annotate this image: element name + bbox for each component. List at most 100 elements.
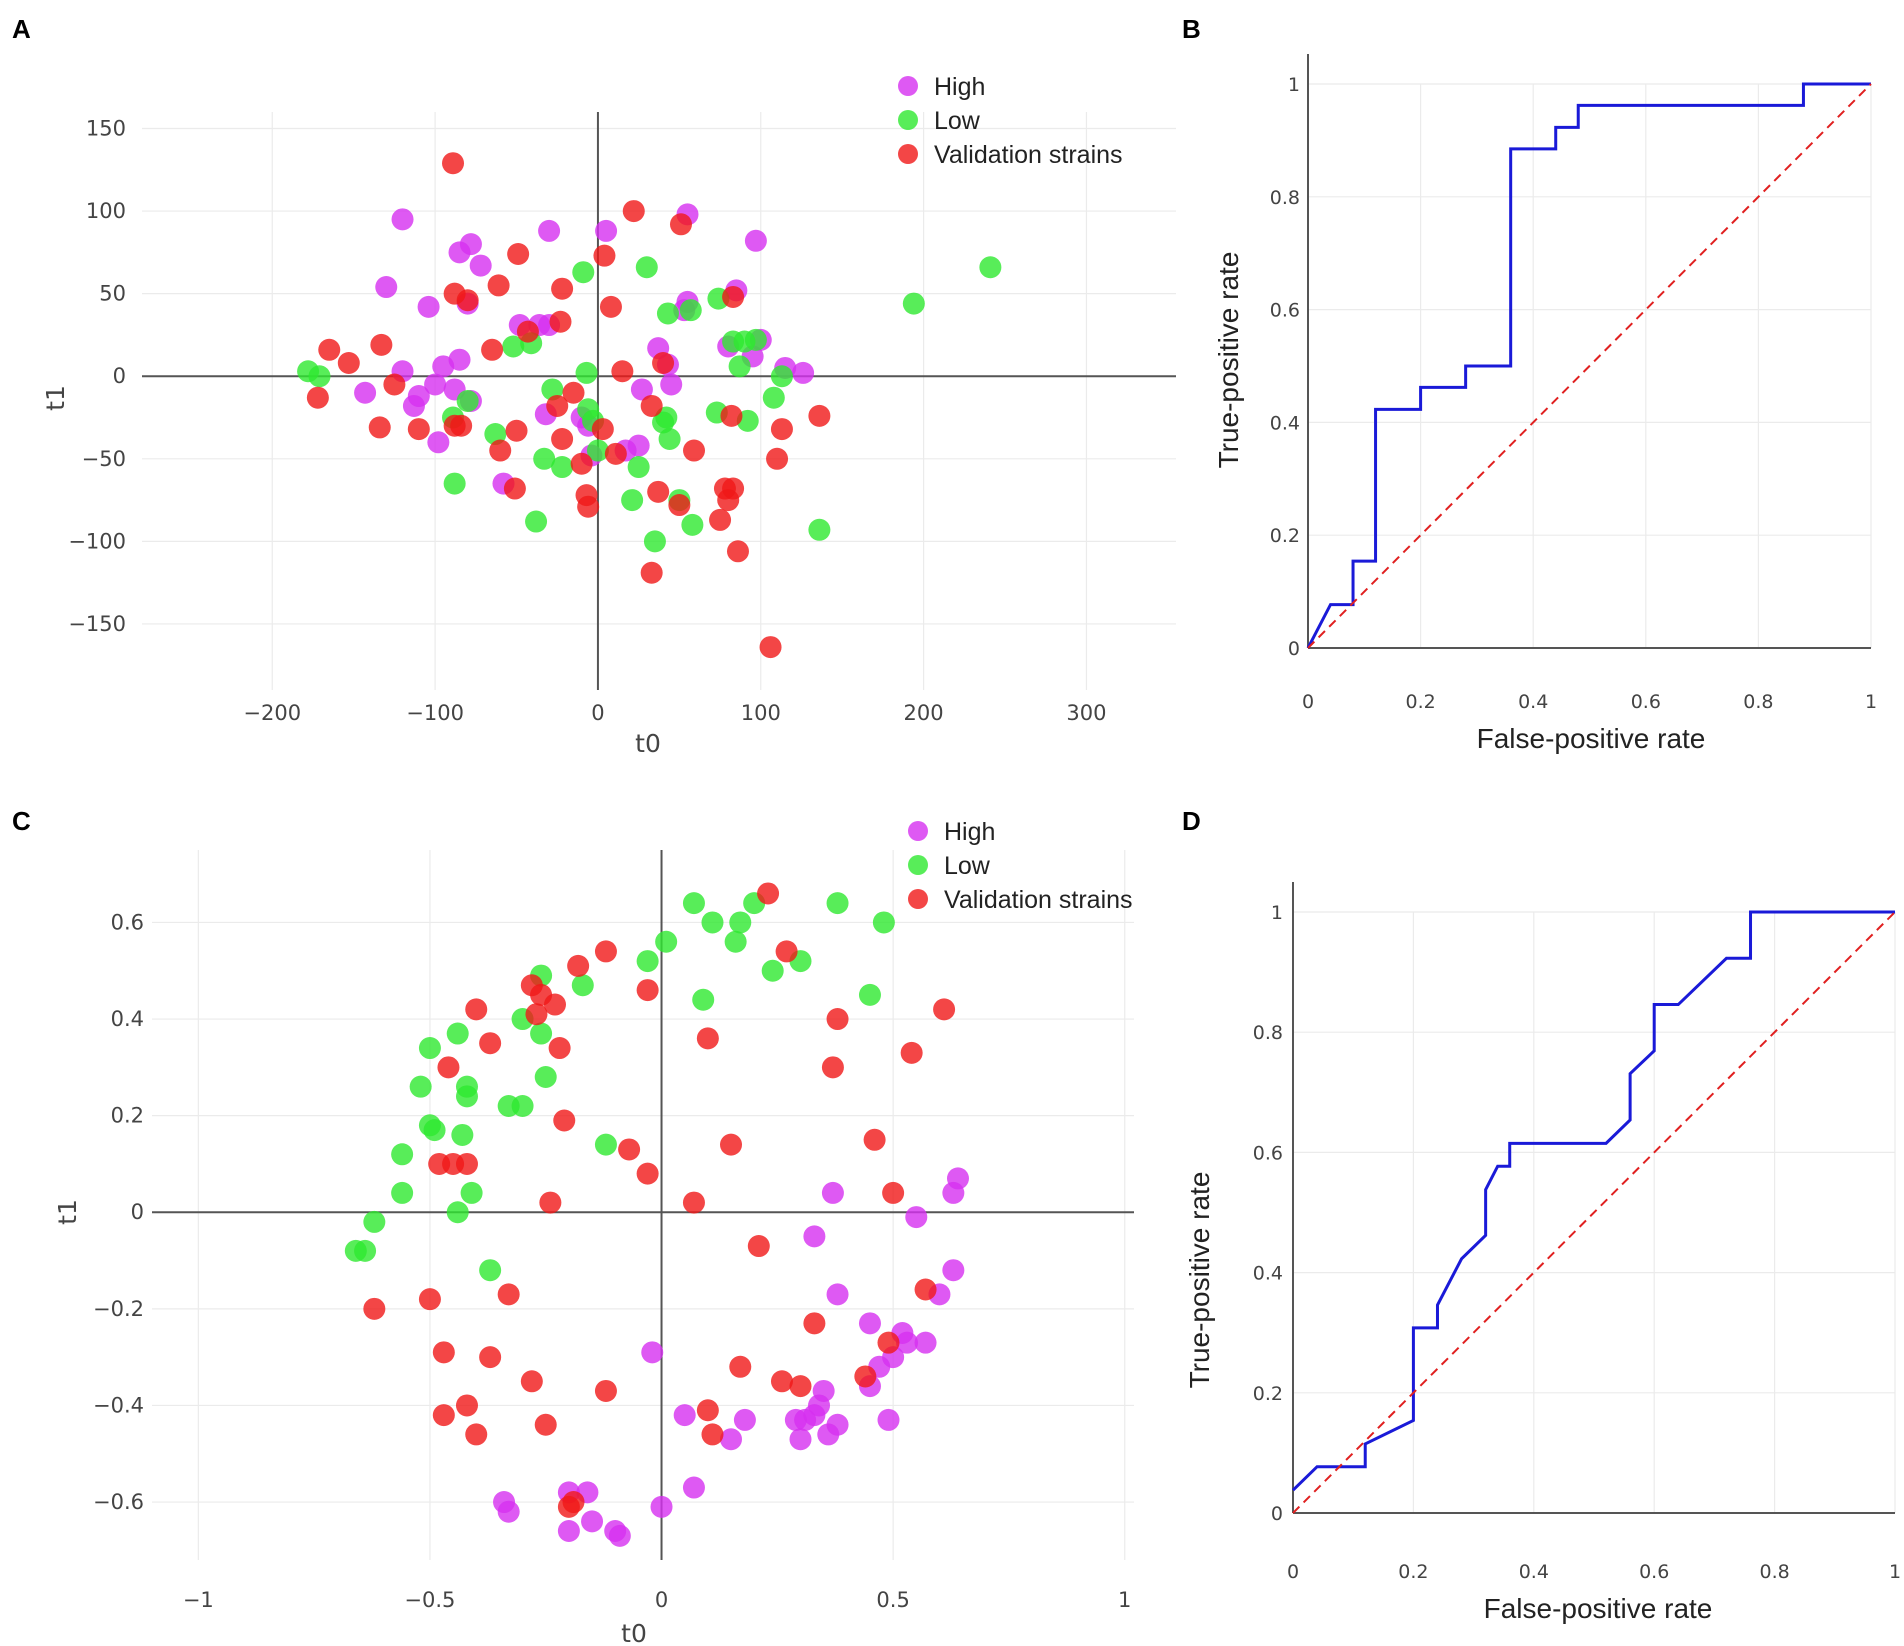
x-tick-label: 0.2 [1398,1561,1428,1583]
data-point-high [402,394,425,417]
data-point-high [424,373,447,396]
data-point-low [443,472,466,495]
data-point-validation-strains [647,480,670,503]
data-point-validation-strains [553,1109,576,1132]
data-point-low [451,1123,474,1146]
data-point-high [630,378,653,401]
panel-label-b: B [1182,14,1201,44]
data-point-validation-strains [562,381,585,404]
data-point-validation-strains [497,1283,520,1306]
y-tick-label: 0.4 [1253,1263,1283,1285]
data-point-low [761,959,784,982]
data-point-validation-strains [900,1041,923,1064]
data-point-high [733,1408,756,1431]
data-point-low [979,256,1002,279]
x-axis-title: t0 [621,1619,647,1646]
data-point-validation-strains [455,1394,478,1417]
data-point-low [682,892,705,915]
data-point-validation-strains [481,338,504,361]
data-point-low [354,1239,377,1262]
data-point-validation-strains [599,295,622,318]
panel-label-c: C [12,806,31,836]
x-tick-label: 0 [1287,1561,1299,1583]
data-point-validation-strains [570,452,593,475]
data-point-validation-strains [720,1133,743,1156]
data-point-validation-strains [770,1370,793,1393]
data-point-validation-strains [479,1032,502,1055]
panel-label-a: A [12,14,31,44]
data-point-low [701,911,724,934]
data-point-low [391,1143,414,1166]
x-axis-title: False-positive rate [1477,723,1706,754]
data-point-low [655,930,678,953]
data-point-validation-strains [465,998,488,1021]
data-point-low [409,1075,432,1098]
data-point-validation-strains [683,439,706,462]
data-point-low [423,1119,446,1142]
chance-diagonal-line [1292,911,1896,1514]
data-point-low [446,1022,469,1045]
data-point-high [417,295,440,318]
x-tick-label: 1 [1118,1588,1131,1612]
y-axis-title: t1 [53,1199,82,1225]
y-tick-label: −50 [82,447,126,471]
data-point-validation-strains [682,1191,705,1214]
data-point-low [534,1066,557,1089]
data-point-high [660,373,683,396]
data-point-validation-strains [489,439,512,462]
data-point-validation-strains [503,477,526,500]
data-point-high [821,1181,844,1204]
x-tick-label: 0 [1302,691,1314,713]
data-point-high [946,1167,969,1190]
data-point-low [586,439,609,462]
x-tick-label: 0 [591,701,604,725]
data-point-high [557,1520,580,1543]
data-point-low [826,892,849,915]
y-tick-label: 0.4 [111,1007,144,1031]
y-tick-label: 50 [99,282,126,306]
data-point-low [541,378,564,401]
data-point-low [744,328,767,351]
data-point-high [538,219,561,242]
legend-label: Validation strains [944,886,1133,914]
data-point-low [479,1259,502,1282]
data-point-low [533,447,556,470]
y-tick-label: 1 [1271,902,1283,924]
data-point-low [681,513,704,536]
data-point-validation-strains [539,1191,562,1214]
data-point-high [497,1500,520,1523]
data-point-high [792,361,815,384]
data-point-validation-strains [803,1312,826,1335]
data-point-validation-strains [640,561,663,584]
data-point-low [530,1022,553,1045]
data-point-validation-strains [618,1138,641,1161]
legend-marker [898,110,918,130]
data-point-low [460,1181,483,1204]
data-point-validation-strains [668,494,691,517]
data-point-validation-strains [757,882,780,905]
data-point-high [627,434,650,457]
x-tick-label: 100 [741,701,781,725]
data-point-validation-strains [548,1037,571,1060]
data-point-validation-strains [808,404,831,427]
data-point-validation-strains [933,998,956,1021]
y-axis-title: True-positive rate [1213,252,1244,469]
y-tick-label: −0.2 [93,1297,144,1321]
data-point-low [572,261,595,284]
data-point-validation-strains [696,1027,719,1050]
x-tick-label: 1 [1865,691,1877,713]
y-tick-label: 0.2 [111,1104,144,1128]
x-tick-label: 0.6 [1631,691,1661,713]
data-point-validation-strains [717,489,740,512]
data-point-validation-strains [479,1346,502,1369]
data-point-validation-strains [770,418,793,441]
roc-chart-b: 0 0.2 0.4 0.6 0.8 1 0 0.2 0.4 0.6 0.8 1 False-positi… [1213,54,1877,754]
y-tick-label: 1 [1288,74,1300,96]
legend-marker [908,889,928,909]
data-point-low [858,983,881,1006]
y-tick-label: 0.4 [1270,412,1300,434]
y-tick-label: 0 [131,1200,144,1224]
data-point-validation-strains [432,1404,455,1427]
roc-curve-line [1306,82,1871,649]
